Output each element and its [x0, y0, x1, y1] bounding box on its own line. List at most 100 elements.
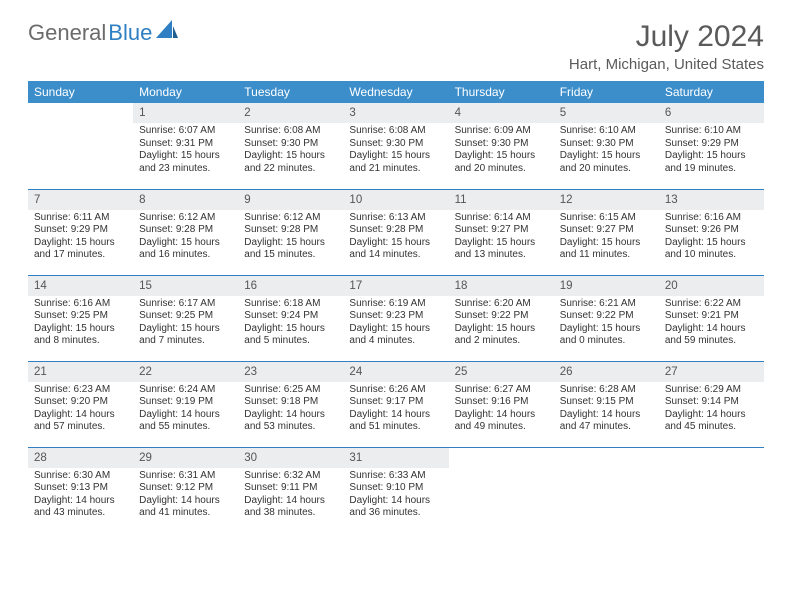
sunset-line: Sunset: 9:30 PM: [349, 138, 442, 151]
daylight-line: Daylight: 15 hours and 5 minutes.: [244, 323, 337, 348]
sunrise-line: Sunrise: 6:09 AM: [455, 125, 548, 138]
day-number: 23: [238, 362, 343, 382]
daylight-line: Daylight: 15 hours and 20 minutes.: [455, 150, 548, 175]
dow-saturday: Saturday: [659, 81, 764, 103]
sunset-line: Sunset: 9:29 PM: [665, 138, 758, 151]
calendar-cell: 5Sunrise: 6:10 AMSunset: 9:30 PMDaylight…: [554, 103, 659, 189]
calendar-week-row: 7Sunrise: 6:11 AMSunset: 9:29 PMDaylight…: [28, 189, 764, 275]
calendar-cell: 11Sunrise: 6:14 AMSunset: 9:27 PMDayligh…: [449, 189, 554, 275]
day-number: 30: [238, 448, 343, 468]
day-detail: Sunrise: 6:12 AMSunset: 9:28 PMDaylight:…: [133, 210, 238, 266]
daylight-line: Daylight: 15 hours and 13 minutes.: [455, 237, 548, 262]
sunset-line: Sunset: 9:21 PM: [665, 310, 758, 323]
calendar-cell: [554, 447, 659, 533]
sunrise-line: Sunrise: 6:11 AM: [34, 212, 127, 225]
calendar-cell: 22Sunrise: 6:24 AMSunset: 9:19 PMDayligh…: [133, 361, 238, 447]
calendar-cell: 13Sunrise: 6:16 AMSunset: 9:26 PMDayligh…: [659, 189, 764, 275]
day-number: 2: [238, 103, 343, 123]
day-detail: Sunrise: 6:30 AMSunset: 9:13 PMDaylight:…: [28, 468, 133, 524]
day-detail: Sunrise: 6:12 AMSunset: 9:28 PMDaylight:…: [238, 210, 343, 266]
sunrise-line: Sunrise: 6:13 AM: [349, 212, 442, 225]
day-number: 12: [554, 190, 659, 210]
day-number: 14: [28, 276, 133, 296]
day-detail: Sunrise: 6:28 AMSunset: 9:15 PMDaylight:…: [554, 382, 659, 438]
sunset-line: Sunset: 9:16 PM: [455, 396, 548, 409]
calendar-cell: 2Sunrise: 6:08 AMSunset: 9:30 PMDaylight…: [238, 103, 343, 189]
page-header: GeneralBlue July 2024 Hart, Michigan, Un…: [28, 20, 764, 73]
daylight-line: Daylight: 15 hours and 0 minutes.: [560, 323, 653, 348]
daylight-line: Daylight: 15 hours and 17 minutes.: [34, 237, 127, 262]
day-detail: Sunrise: 6:29 AMSunset: 9:14 PMDaylight:…: [659, 382, 764, 438]
daylight-line: Daylight: 14 hours and 57 minutes.: [34, 409, 127, 434]
calendar-cell: [659, 447, 764, 533]
calendar-cell: 26Sunrise: 6:28 AMSunset: 9:15 PMDayligh…: [554, 361, 659, 447]
day-number: 21: [28, 362, 133, 382]
sunset-line: Sunset: 9:28 PM: [244, 224, 337, 237]
sunset-line: Sunset: 9:30 PM: [244, 138, 337, 151]
calendar-cell: 9Sunrise: 6:12 AMSunset: 9:28 PMDaylight…: [238, 189, 343, 275]
day-number: 9: [238, 190, 343, 210]
daylight-line: Daylight: 15 hours and 8 minutes.: [34, 323, 127, 348]
sunset-line: Sunset: 9:29 PM: [34, 224, 127, 237]
calendar-cell: 25Sunrise: 6:27 AMSunset: 9:16 PMDayligh…: [449, 361, 554, 447]
daylight-line: Daylight: 14 hours and 55 minutes.: [139, 409, 232, 434]
daylight-line: Daylight: 15 hours and 22 minutes.: [244, 150, 337, 175]
daylight-line: Daylight: 14 hours and 45 minutes.: [665, 409, 758, 434]
sunrise-line: Sunrise: 6:28 AM: [560, 384, 653, 397]
calendar-cell: 30Sunrise: 6:32 AMSunset: 9:11 PMDayligh…: [238, 447, 343, 533]
daylight-line: Daylight: 15 hours and 20 minutes.: [560, 150, 653, 175]
daylight-line: Daylight: 14 hours and 51 minutes.: [349, 409, 442, 434]
calendar-cell: 7 Sunrise: 6:11 AMSunset: 9:29 PMDaylight…: [28, 189, 133, 275]
calendar-cell: 3Sunrise: 6:08 AMSunset: 9:30 PMDaylight…: [343, 103, 448, 189]
logo-text-blue: Blue: [108, 20, 152, 46]
day-number: 18: [449, 276, 554, 296]
calendar-cell: 1Sunrise: 6:07 AMSunset: 9:31 PMDaylight…: [133, 103, 238, 189]
sunrise-line: Sunrise: 6:24 AM: [139, 384, 232, 397]
calendar-cell: 28Sunrise: 6:30 AMSunset: 9:13 PMDayligh…: [28, 447, 133, 533]
calendar-cell: 18Sunrise: 6:20 AMSunset: 9:22 PMDayligh…: [449, 275, 554, 361]
sunset-line: Sunset: 9:12 PM: [139, 482, 232, 495]
calendar-table: Sunday Monday Tuesday Wednesday Thursday…: [28, 81, 764, 533]
calendar-cell: 24Sunrise: 6:26 AMSunset: 9:17 PMDayligh…: [343, 361, 448, 447]
daylight-line: Daylight: 15 hours and 23 minutes.: [139, 150, 232, 175]
sunset-line: Sunset: 9:25 PM: [139, 310, 232, 323]
calendar-week-row: 1Sunrise: 6:07 AMSunset: 9:31 PMDaylight…: [28, 103, 764, 189]
day-detail: Sunrise: 6:21 AMSunset: 9:22 PMDaylight:…: [554, 296, 659, 352]
daylight-line: Daylight: 15 hours and 10 minutes.: [665, 237, 758, 262]
sunrise-line: Sunrise: 6:21 AM: [560, 298, 653, 311]
sunset-line: Sunset: 9:27 PM: [560, 224, 653, 237]
day-number: 15: [133, 276, 238, 296]
daylight-line: Daylight: 14 hours and 53 minutes.: [244, 409, 337, 434]
day-number: 28: [28, 448, 133, 468]
daylight-line: Daylight: 15 hours and 4 minutes.: [349, 323, 442, 348]
dow-friday: Friday: [554, 81, 659, 103]
day-number: 29: [133, 448, 238, 468]
sunrise-line: Sunrise: 6:22 AM: [665, 298, 758, 311]
calendar-week-row: 14Sunrise: 6:16 AMSunset: 9:25 PMDayligh…: [28, 275, 764, 361]
day-detail: Sunrise: 6:13 AMSunset: 9:28 PMDaylight:…: [343, 210, 448, 266]
sunset-line: Sunset: 9:25 PM: [34, 310, 127, 323]
daylight-line: Daylight: 15 hours and 2 minutes.: [455, 323, 548, 348]
sunset-line: Sunset: 9:30 PM: [455, 138, 548, 151]
sunset-line: Sunset: 9:20 PM: [34, 396, 127, 409]
sunset-line: Sunset: 9:26 PM: [665, 224, 758, 237]
daylight-line: Daylight: 15 hours and 21 minutes.: [349, 150, 442, 175]
calendar-cell: 16Sunrise: 6:18 AMSunset: 9:24 PMDayligh…: [238, 275, 343, 361]
calendar-cell: 29Sunrise: 6:31 AMSunset: 9:12 PMDayligh…: [133, 447, 238, 533]
dow-wednesday: Wednesday: [343, 81, 448, 103]
daylight-line: Daylight: 15 hours and 11 minutes.: [560, 237, 653, 262]
day-number: 11: [449, 190, 554, 210]
day-number: 7: [28, 190, 133, 210]
day-detail: Sunrise: 6:08 AMSunset: 9:30 PMDaylight:…: [238, 123, 343, 179]
day-detail: Sunrise: 6:18 AMSunset: 9:24 PMDaylight:…: [238, 296, 343, 352]
day-number: 16: [238, 276, 343, 296]
day-number: 19: [554, 276, 659, 296]
calendar-week-row: 28Sunrise: 6:30 AMSunset: 9:13 PMDayligh…: [28, 447, 764, 533]
day-detail: Sunrise: 6:24 AMSunset: 9:19 PMDaylight:…: [133, 382, 238, 438]
sunset-line: Sunset: 9:23 PM: [349, 310, 442, 323]
sunrise-line: Sunrise: 6:12 AM: [139, 212, 232, 225]
sunrise-line: Sunrise: 6:32 AM: [244, 470, 337, 483]
daylight-line: Daylight: 15 hours and 15 minutes.: [244, 237, 337, 262]
day-detail: Sunrise: 6:14 AMSunset: 9:27 PMDaylight:…: [449, 210, 554, 266]
day-detail: Sunrise: 6:23 AMSunset: 9:20 PMDaylight:…: [28, 382, 133, 438]
